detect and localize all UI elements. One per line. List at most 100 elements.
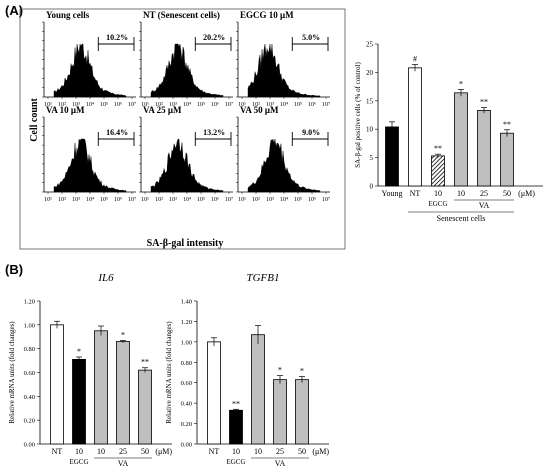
flow-x-tick-label: 10² (58, 102, 66, 108)
category-label: 10 (434, 189, 442, 198)
flow-x-tick-label: 10⁵ (197, 102, 205, 108)
flow-x-label: SA-β-gal intensity (147, 238, 224, 249)
chart-title: IL6 (97, 272, 114, 284)
flow-x-tick-label: 10⁵ (294, 102, 302, 108)
category-label: 25 (119, 447, 127, 456)
flow-x-tick-label: 10⁷ (128, 102, 136, 108)
y-tick-label: 20 (366, 69, 374, 77)
gate-percent-label: 5.0% (302, 33, 320, 42)
category-label: 50 (141, 447, 149, 456)
bar-3 (94, 330, 108, 445)
bar-2 (229, 409, 243, 445)
flow-panel-title: VA 25 μM (143, 105, 182, 115)
significance-mark: * (300, 367, 304, 376)
bar-chart-sa-beta-gal: 0 5 10 15 20 25 SA-β-gal positive cells (% of … (354, 41, 543, 223)
bar-chart-il6: 0.00 0.20 0.40 0.60 0.80 1.00 1.20 Relative mRN… (8, 272, 172, 468)
gate-percent-label: 20.2% (203, 33, 225, 42)
y-tick-label: 0.60 (181, 380, 192, 387)
category-label: NT (410, 189, 421, 198)
bar-1 (385, 126, 399, 187)
unit-label: (μM) (518, 189, 535, 198)
flow-histogram-shape (247, 138, 321, 193)
flow-x-tick-label: 10⁴ (86, 197, 94, 203)
flow-x-tick-label: 10⁷ (128, 197, 136, 203)
bar-6 (500, 132, 514, 187)
category-label: 10 (254, 447, 262, 456)
flow-panel-2: NT (Senescent cells) 10¹ 10² 10³ 10⁴ 10⁵ 10⁶ 10… (139, 10, 233, 108)
y-tick-label: 0 (370, 183, 374, 191)
flow-x-tick-label: 10³ (266, 197, 274, 203)
flow-x-tick-label: 10⁶ (114, 197, 122, 203)
bar-3 (431, 155, 445, 187)
y-tick-label: 1.00 (181, 339, 192, 346)
flow-x-tick-label: 10² (252, 102, 260, 108)
y-tick-label: 0.20 (181, 421, 192, 428)
flow-histogram-shape (150, 43, 224, 98)
flow-x-tick-label: 10⁴ (280, 102, 288, 108)
panel-a-frame (19, 8, 346, 250)
category-label: 10 (457, 189, 465, 198)
va-group-label: VA (275, 459, 286, 468)
category-label: 25 (276, 447, 284, 456)
significance-mark: ** (480, 98, 488, 107)
significance-mark: * (278, 366, 282, 375)
category-label: 10 (75, 447, 83, 456)
flow-x-tick-label: 10⁶ (308, 102, 316, 108)
flow-x-tick-label: 10¹ (44, 102, 52, 108)
gate-percent-label: 16.4% (106, 128, 128, 137)
y-axis-label: SA-β-gal positive cells (% of control) (354, 62, 362, 168)
flow-panel-1: Young cells 10¹ 10² 10³ 10⁴ 10⁵ 10⁶ 10⁷ 10.2% (42, 10, 136, 108)
bar-chart-tgfb1: 0.00 0.20 0.40 0.60 0.80 1.00 1.20 1.40 Relative… (165, 272, 329, 468)
flow-x-tick-label: 10³ (266, 102, 274, 108)
flow-x-tick-label: 10¹ (238, 197, 246, 203)
flow-histogram-shape (150, 138, 224, 193)
bar-5 (138, 369, 152, 445)
flow-x-tick-label: 10² (155, 197, 163, 203)
category-label: 50 (503, 189, 511, 198)
va-group-label: VA (479, 201, 490, 210)
y-tick-label: 1.00 (24, 322, 35, 329)
significance-mark: ** (141, 358, 149, 367)
egcg-group-label: EGCG (428, 200, 447, 208)
flow-x-tick-label: 10² (155, 102, 163, 108)
bar-4 (273, 379, 287, 445)
unit-label: (μM) (312, 447, 329, 456)
chart-title: TGFB1 (247, 272, 280, 284)
flow-x-tick-label: 10¹ (141, 102, 149, 108)
bar-1 (207, 341, 221, 445)
flow-x-tick-label: 10⁶ (308, 197, 316, 203)
flow-x-tick-label: 10⁶ (114, 102, 122, 108)
flow-histograms: Young cells 10¹ 10² 10³ 10⁴ 10⁵ 10⁶ 10⁷ 10.2% NT … (29, 10, 330, 249)
flow-x-tick-label: 10² (58, 197, 66, 203)
flow-x-tick-label: 10⁶ (211, 197, 219, 203)
flow-x-tick-label: 10³ (72, 102, 80, 108)
significance-mark: * (459, 79, 463, 88)
category-label: 50 (298, 447, 306, 456)
flow-x-tick-label: 10⁵ (100, 102, 108, 108)
significance-mark: # (413, 54, 417, 63)
significance-mark: ** (232, 399, 240, 408)
flow-x-tick-label: 10³ (169, 197, 177, 203)
gate-percent-label: 10.2% (106, 33, 128, 42)
flow-x-tick-label: 10¹ (141, 197, 149, 203)
y-tick-label: 0.80 (181, 360, 192, 367)
y-tick-label: 0.40 (181, 401, 192, 408)
bar-3 (251, 334, 265, 445)
flow-y-label: Cell count (29, 98, 40, 142)
gate-percent-label: 13.2% (203, 128, 225, 137)
unit-label: (μM) (155, 447, 172, 456)
flow-x-tick-label: 10¹ (238, 102, 246, 108)
category-label: NT (209, 447, 220, 456)
bar-2 (408, 67, 422, 187)
flow-panel-title: VA 10 μM (46, 105, 85, 115)
flow-x-tick-label: 10³ (72, 197, 80, 203)
y-axis-label: Relative mRNA units (fold changes) (8, 321, 16, 424)
flow-x-tick-label: 10⁴ (183, 197, 191, 203)
y-tick-label: 0.00 (24, 442, 35, 449)
gate-percent-label: 9.0% (302, 128, 320, 137)
flow-x-tick-label: 10⁴ (86, 102, 94, 108)
y-tick-label: 25 (366, 41, 374, 49)
flow-x-tick-label: 10⁷ (322, 197, 330, 203)
